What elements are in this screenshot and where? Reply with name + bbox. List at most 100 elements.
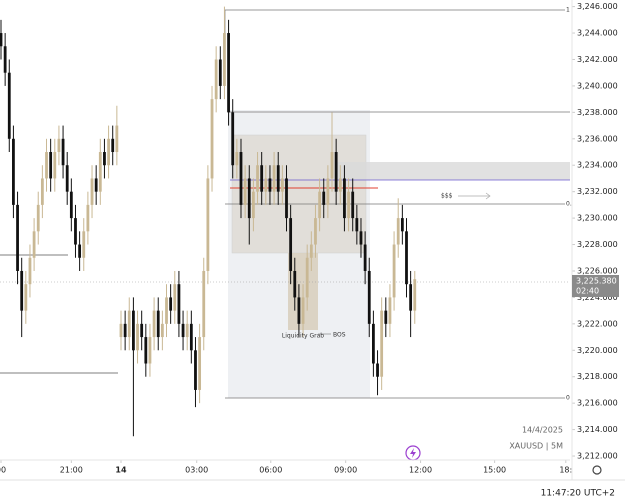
candle-body [7, 72, 11, 139]
candle-body [12, 138, 15, 205]
y-tick-label: 3,244.000 [577, 29, 618, 38]
candle-body [119, 323, 123, 338]
candle-body [78, 244, 82, 258]
y-tick-label: 3,232.000 [577, 187, 618, 196]
candle-body [94, 178, 98, 192]
y-tick-label: 3,224.000 [577, 293, 618, 302]
candle-body [202, 270, 206, 338]
candle-body [251, 191, 255, 219]
candle-body [45, 152, 48, 179]
candle-body [264, 178, 268, 192]
candle-body [16, 204, 19, 271]
countdown: 02:40 [576, 287, 599, 296]
candle-body [289, 218, 293, 271]
x-tick-label: 12:00 [409, 466, 432, 475]
date-label: 14/4/2025 [522, 426, 563, 435]
y-tick-label: 3,240.000 [577, 81, 618, 90]
candle-body [169, 297, 173, 311]
candle-body [376, 363, 379, 377]
y-tick-label: 3,226.000 [577, 266, 618, 275]
candle-body [65, 165, 69, 192]
drawings: 3,212.000 3,214.000 3,216.000 3,218.000 3,22… [0, 2, 618, 463]
symbol-label: XAUUSD | 5M [509, 442, 563, 451]
candle-body [198, 337, 202, 390]
candle-body [140, 323, 144, 338]
settings-icon[interactable] [592, 465, 602, 475]
gray-zone [335, 162, 570, 180]
candles [0, 6, 417, 437]
y-tick-label: 3,212.000 [577, 452, 618, 461]
candle-body [318, 191, 322, 219]
y-tick-label: 3,214.000 [577, 425, 618, 434]
candle-body [256, 165, 259, 192]
candle-body [409, 284, 413, 311]
candle-body [136, 323, 139, 351]
candle-body [24, 284, 28, 311]
lightning-bolt [410, 448, 416, 458]
x-tick-label: 00 [0, 466, 6, 475]
candle-body [355, 218, 359, 232]
candle-body [351, 191, 355, 219]
y-tick-label: 3,238.000 [577, 108, 618, 117]
candle-body [156, 310, 160, 338]
annotation: $$$ [441, 193, 453, 200]
fib-label: 1 [566, 7, 570, 14]
candle-body [359, 231, 363, 245]
candle-body [363, 244, 367, 271]
y-tick-label: 3,234.000 [577, 161, 618, 170]
price-tag-value: 3,225.380 [576, 277, 617, 286]
candle-body [185, 323, 189, 338]
candle-body [86, 204, 90, 232]
x-tick-label: 09:00 [334, 466, 357, 475]
candle-body [380, 310, 384, 377]
candle-body [231, 112, 235, 166]
y-tick-label: 3,228.000 [577, 240, 618, 249]
candle-body [235, 152, 239, 166]
candle-body [165, 297, 168, 324]
candle-body [152, 310, 156, 338]
candle-body [243, 178, 247, 205]
x-tick-label: 21:00 [60, 466, 83, 475]
x-tick-label: 14 [115, 466, 127, 475]
x-tick-label: 03:00 [185, 466, 208, 475]
candle-body [343, 178, 346, 219]
candle-body [405, 231, 408, 285]
candle-body [144, 337, 148, 364]
candle-body [123, 323, 127, 338]
candle-body [115, 125, 119, 153]
price-tag [572, 275, 619, 297]
candle-body [367, 270, 371, 324]
candle-body [57, 138, 61, 153]
candle-body [74, 218, 77, 245]
candle-body [49, 152, 53, 179]
candle-body [28, 257, 32, 285]
candle-body [0, 33, 3, 47]
candle-body [218, 59, 222, 86]
candle-body [285, 178, 288, 219]
y-tick-label: 3,236.000 [577, 134, 618, 143]
candle-body [297, 297, 301, 324]
candle-body [392, 244, 396, 298]
candle-body [314, 218, 317, 245]
fib-label: 0. [566, 201, 572, 208]
arrow-head [485, 192, 491, 200]
candle-body [160, 323, 164, 338]
candle-body [98, 152, 102, 192]
candle-body [20, 270, 24, 311]
y-tick-label: 3,222.000 [577, 319, 618, 328]
candle-body [189, 323, 193, 351]
candle-body [90, 178, 94, 205]
candle-body [334, 152, 338, 192]
candle-body [293, 270, 297, 298]
candle-body [107, 138, 110, 166]
candle-body [181, 323, 185, 338]
candle-body [69, 191, 73, 219]
y-tick-label: 3,220.000 [577, 346, 618, 355]
candle-body [148, 337, 152, 364]
candle-body [301, 297, 305, 324]
candle-body [371, 323, 375, 364]
candle-body [247, 178, 251, 219]
candle-body [305, 257, 309, 298]
candle-body [276, 165, 280, 192]
